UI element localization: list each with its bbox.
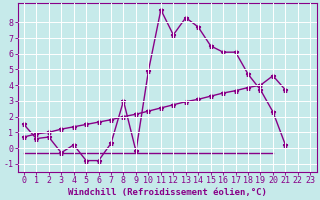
- X-axis label: Windchill (Refroidissement éolien,°C): Windchill (Refroidissement éolien,°C): [68, 188, 267, 197]
